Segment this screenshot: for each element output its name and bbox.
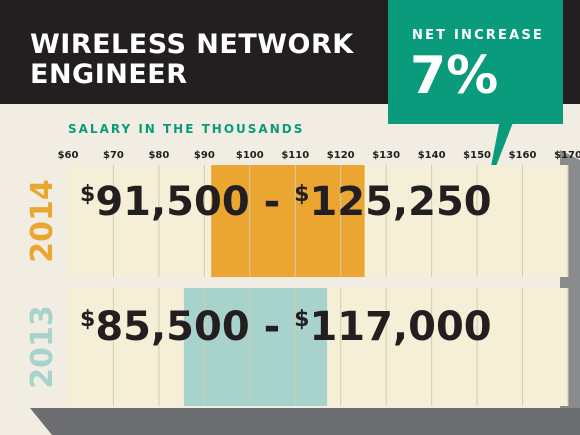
callout-label: NET INCREASE bbox=[412, 28, 545, 43]
title-line-1: WIRELESS NETWORK bbox=[30, 29, 354, 60]
year-label-2014: 2014 bbox=[25, 179, 60, 263]
tick-label: $160 bbox=[509, 150, 537, 161]
tick-label: $110 bbox=[281, 150, 309, 161]
tick-label: $140 bbox=[418, 150, 446, 161]
salary-range-label-2014: $91,500 - $125,250 bbox=[80, 179, 492, 225]
tick-label: $100 bbox=[236, 150, 264, 161]
tick-label: $130 bbox=[372, 150, 400, 161]
salary-range-bar-2014 bbox=[211, 165, 365, 277]
bottom-shadow bbox=[30, 408, 580, 435]
title-line-2: ENGINEER bbox=[30, 59, 188, 90]
callout-value: 7% bbox=[410, 46, 499, 106]
axis-label: SALARY IN THE THOUSANDS bbox=[68, 122, 305, 136]
salary-range-label-2013: $85,500 - $117,000 bbox=[80, 304, 492, 350]
tick-label: $170 bbox=[554, 150, 580, 161]
page-title: WIRELESS NETWORK ENGINEER bbox=[30, 30, 354, 90]
tick-label: $120 bbox=[327, 150, 355, 161]
tick-label: $60 bbox=[58, 150, 79, 161]
tick-label: $70 bbox=[103, 150, 124, 161]
row-2014: 2014 $91,500 - $125,250 bbox=[25, 165, 569, 277]
tick-label: $90 bbox=[194, 150, 215, 161]
row-2013: 2013 $85,500 - $117,000 bbox=[25, 288, 569, 406]
salary-range-bar-2013 bbox=[183, 288, 328, 406]
year-label-2013: 2013 bbox=[25, 305, 60, 389]
tick-label: $150 bbox=[463, 150, 491, 161]
net-increase-callout: NET INCREASE 7% bbox=[388, 0, 563, 124]
tick-label: $80 bbox=[148, 150, 169, 161]
